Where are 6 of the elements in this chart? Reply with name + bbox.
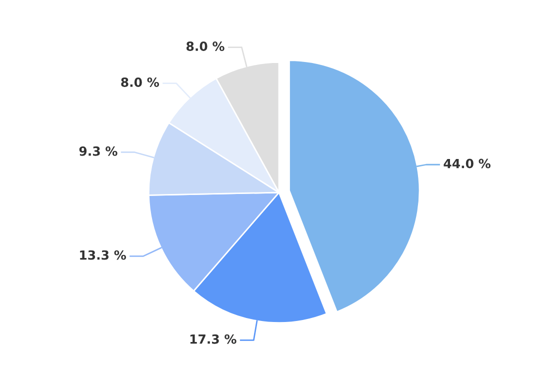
data-label: 44.0 % <box>444 158 490 168</box>
data-label: 17.3 % <box>190 334 236 344</box>
data-label: 13.3 % <box>80 250 126 260</box>
data-label: 8.0 % <box>121 78 159 87</box>
data-label: 9.3 % <box>79 146 118 156</box>
data-label: 8.0 % <box>186 42 224 51</box>
